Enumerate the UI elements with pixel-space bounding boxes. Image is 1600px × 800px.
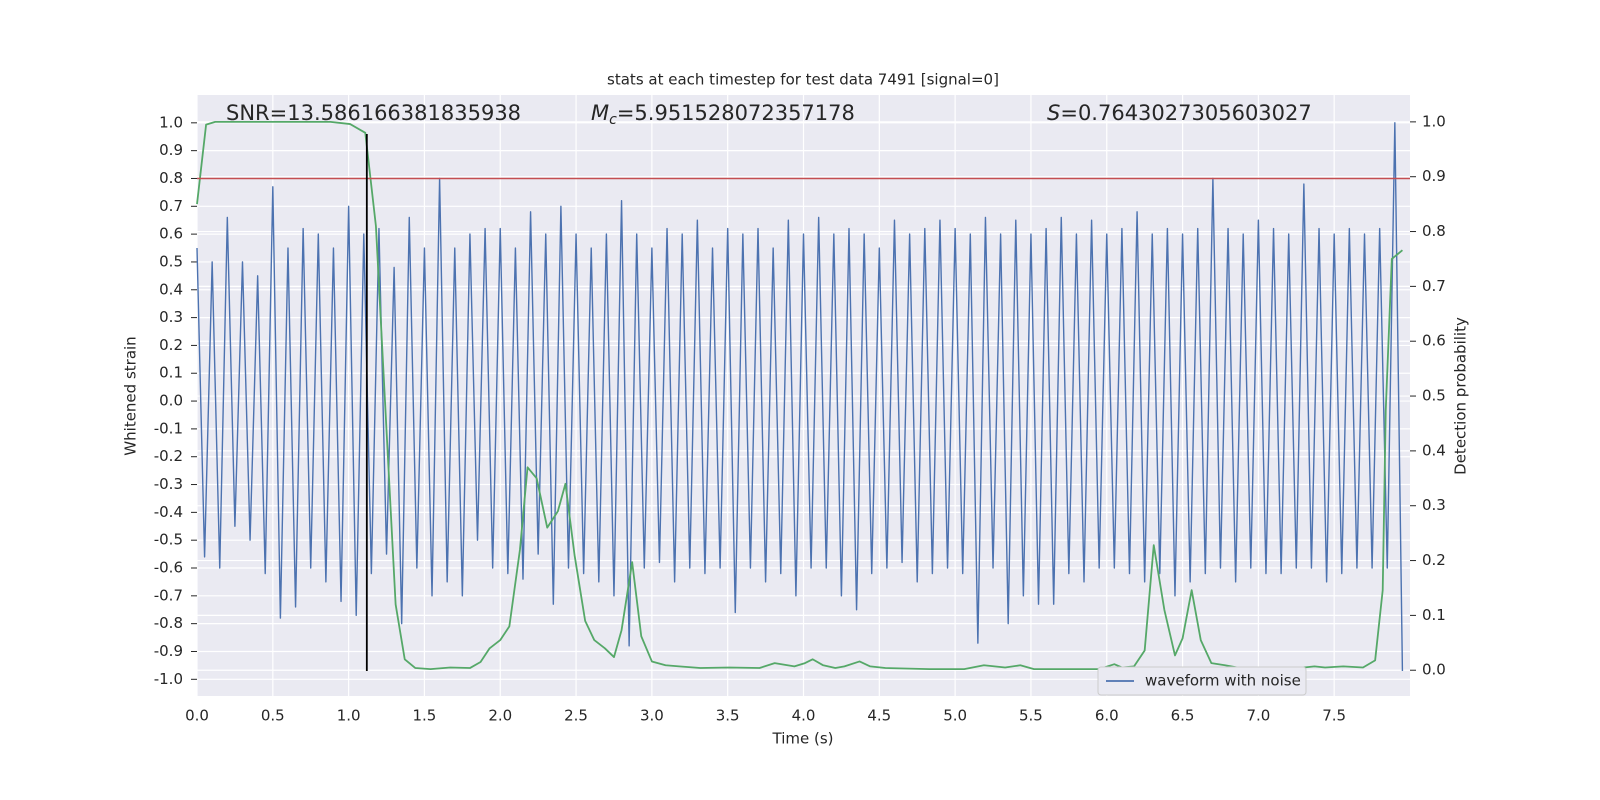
x-tick-label: 2.5 bbox=[564, 707, 588, 725]
y-tick-label: 0.7 bbox=[159, 197, 183, 215]
y-tick-label: -0.8 bbox=[154, 614, 183, 632]
x-tick-label: 4.0 bbox=[792, 707, 816, 725]
y-tick-label: -0.7 bbox=[154, 586, 183, 604]
annotation: S=0.7643027305603027 bbox=[1047, 101, 1312, 125]
y2-tick-label: 0.6 bbox=[1422, 332, 1446, 350]
y-tick-label: 0.0 bbox=[159, 392, 183, 410]
x-tick-label: 6.5 bbox=[1171, 707, 1195, 725]
annotation-text: SNR=13.586166381835938 bbox=[226, 101, 521, 125]
y2-tick-label: 1.0 bbox=[1422, 112, 1446, 130]
y-tick-label: -0.2 bbox=[154, 447, 183, 465]
x-tick-label: 0.0 bbox=[185, 707, 209, 725]
y-tick-label: 0.1 bbox=[159, 364, 183, 382]
y2-tick-label: 0.9 bbox=[1422, 167, 1446, 185]
x-tick-label: 3.5 bbox=[716, 707, 740, 725]
y-tick-label: 1.0 bbox=[159, 113, 183, 131]
x-axis-label: Time (s) bbox=[772, 730, 834, 748]
annotation: SNR=13.586166381835938 bbox=[226, 101, 521, 125]
annotation: Mc=5.951528072357178 bbox=[591, 101, 855, 128]
x-tick-label: 4.5 bbox=[867, 707, 891, 725]
y-tick-label: 0.9 bbox=[159, 141, 183, 159]
x-tick-label: 1.0 bbox=[337, 707, 361, 725]
y-axis-label: Whitened strain bbox=[122, 336, 140, 455]
series-line bbox=[196, 122, 1404, 671]
x-tick-label: 3.0 bbox=[640, 707, 664, 725]
x-tick-label: 5.0 bbox=[943, 707, 967, 725]
chart-title: stats at each timestep for test data 749… bbox=[607, 71, 999, 89]
y2-tick-label: 0.5 bbox=[1422, 387, 1446, 405]
y2-tick-label: 0.8 bbox=[1422, 222, 1446, 240]
y-tick-label: 0.2 bbox=[159, 336, 183, 354]
y-tick-label: 0.6 bbox=[159, 225, 183, 243]
y2-tick-label: 0.7 bbox=[1422, 277, 1446, 295]
legend-box bbox=[1097, 666, 1307, 696]
x-tick-label: 5.5 bbox=[1019, 707, 1043, 725]
y2-tick-label: 0.2 bbox=[1422, 551, 1446, 569]
x-tick-label: 7.0 bbox=[1246, 707, 1270, 725]
y-tick-label: -0.3 bbox=[154, 475, 183, 493]
y2-axis-label: Detection probability bbox=[1452, 317, 1470, 475]
y-tick-label: -0.9 bbox=[154, 642, 183, 660]
annotation-symbol: S bbox=[1047, 101, 1060, 125]
y-tick-label: -0.6 bbox=[154, 559, 183, 577]
annotation-text: =5.951528072357178 bbox=[617, 101, 855, 125]
legend-label: waveform with noise bbox=[1145, 672, 1301, 690]
y-tick-label: -0.5 bbox=[154, 531, 183, 549]
y-tick-label: 0.5 bbox=[159, 252, 183, 270]
x-tick-label: 7.5 bbox=[1322, 707, 1346, 725]
y-tick-label: 0.3 bbox=[159, 308, 183, 326]
y-tick-label: -0.1 bbox=[154, 419, 183, 437]
annotation-text: =0.7643027305603027 bbox=[1060, 101, 1311, 125]
y2-tick-label: 0.3 bbox=[1422, 496, 1446, 514]
series-line bbox=[196, 120, 1403, 671]
y2-tick-label: 0.1 bbox=[1422, 606, 1446, 624]
x-tick-label: 0.5 bbox=[261, 707, 285, 725]
y-tick-label: 0.8 bbox=[159, 169, 183, 187]
x-tick-label: 2.0 bbox=[488, 707, 512, 725]
annotation-subscript: c bbox=[609, 112, 617, 128]
y-tick-label: -1.0 bbox=[154, 670, 183, 688]
y-tick-label: -0.4 bbox=[154, 503, 183, 521]
annotation-symbol: M bbox=[591, 101, 609, 125]
x-tick-label: 6.0 bbox=[1095, 707, 1119, 725]
y-tick-label: 0.4 bbox=[159, 280, 183, 298]
x-tick-label: 1.5 bbox=[413, 707, 437, 725]
y2-tick-label: 0.0 bbox=[1422, 661, 1446, 679]
y2-tick-label: 0.4 bbox=[1422, 441, 1446, 459]
